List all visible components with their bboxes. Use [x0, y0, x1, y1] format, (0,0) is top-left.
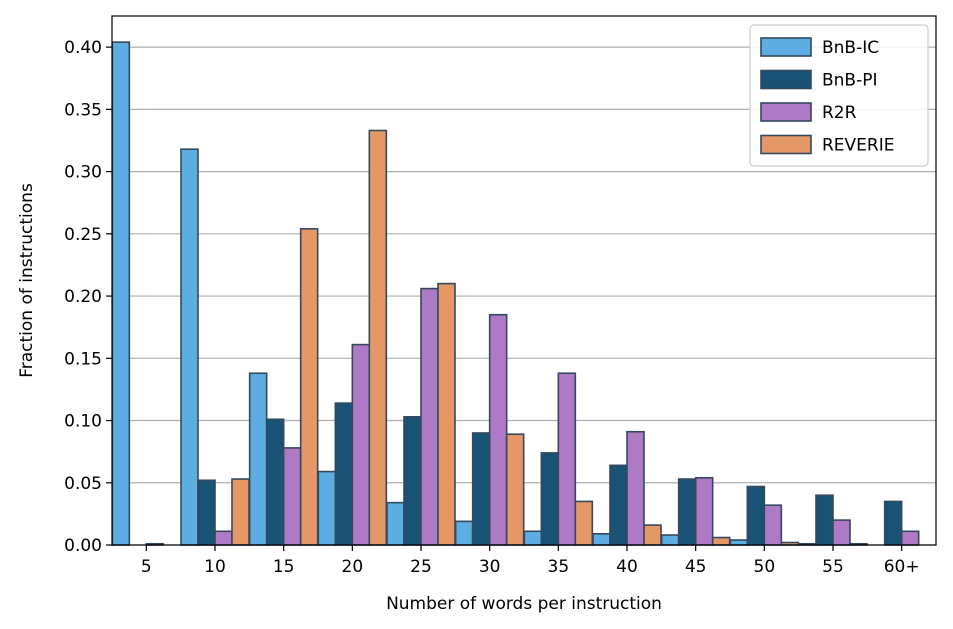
- bar-bnb-pi-55: [815, 494, 834, 546]
- x-tick-label: 55: [822, 557, 844, 577]
- bar-r2r-50: [763, 504, 783, 546]
- bar-bnb-pi-60+: [883, 500, 903, 546]
- bar-bnb-ic-5: [111, 41, 131, 546]
- x-tick-label: 45: [685, 557, 707, 577]
- legend-swatch-reverie: [760, 134, 812, 155]
- bar-bnb-pi-35: [540, 452, 560, 546]
- bar-reverie-40: [643, 524, 662, 546]
- bar-bnb-pi-30: [471, 432, 491, 546]
- bar-bnb-pi-45: [677, 478, 697, 546]
- bar-bnb-ic-45: [660, 534, 680, 546]
- legend-swatch-r2r: [760, 102, 812, 122]
- bar-r2r-15: [282, 447, 302, 546]
- plot-frame: [111, 15, 937, 546]
- bar-bnb-pi-20: [334, 402, 354, 546]
- x-tick-label: 35: [548, 557, 570, 577]
- bar-bnb-ic-30: [454, 520, 474, 546]
- bar-bnb-ic-50: [729, 539, 749, 546]
- y-tick-label: 0.30: [64, 163, 102, 183]
- bar-reverie-30: [505, 433, 525, 546]
- legend-label-bnb-pi: BnB-PI: [822, 71, 878, 91]
- legend-label-r2r: R2R: [822, 103, 857, 123]
- y-axis-label: Fraction of instructions: [17, 183, 37, 378]
- y-tick-label: 0.20: [64, 287, 102, 307]
- y-tick-label: 0.15: [64, 349, 102, 369]
- x-tick-label: 5: [141, 557, 152, 577]
- x-tick-label: 10: [204, 557, 226, 577]
- bar-bnb-ic-25: [386, 501, 405, 546]
- bar-r2r-20: [351, 343, 371, 546]
- y-tick-label: 0.05: [64, 474, 102, 494]
- bar-r2r-40: [626, 430, 645, 546]
- bar-reverie-35: [574, 500, 594, 546]
- y-tick-label: 0.10: [64, 412, 102, 432]
- legend-box: [749, 24, 929, 167]
- bar-reverie-10: [231, 478, 250, 546]
- y-tick-label: 0.40: [64, 38, 102, 58]
- bar-reverie-15: [299, 228, 319, 546]
- legend-label-reverie: REVERIE: [822, 136, 895, 156]
- bar-bnb-pi-25: [403, 415, 422, 546]
- bar-reverie-20: [368, 129, 388, 546]
- bar-bnb-pi-50: [746, 485, 766, 546]
- bar-r2r-25: [420, 287, 439, 546]
- legend: BnB-IC BnB-PI R2R REVERIE: [749, 24, 929, 167]
- bar-r2r-35: [557, 372, 577, 546]
- bar-bnb-pi-15: [265, 418, 285, 546]
- x-tick-label: 50: [754, 557, 776, 577]
- bar-r2r-30: [488, 313, 508, 546]
- x-tick-label: 40: [616, 557, 638, 577]
- bar-reverie-45: [711, 536, 731, 546]
- y-tick-label: 0.35: [64, 100, 102, 120]
- x-tick-label: 15: [273, 557, 295, 577]
- bar-bnb-ic-35: [523, 530, 543, 546]
- bar-bnb-ic-40: [592, 532, 611, 546]
- x-tick-label: 60+: [884, 557, 920, 577]
- bar-bnb-ic-10: [180, 148, 199, 546]
- y-axis: 0.00 0.05 0.10 0.15 0.20 0.25 0.30 0.35 0.40: [64, 38, 112, 556]
- y-tick-label: 0.00: [64, 536, 102, 556]
- bar-r2r-10: [214, 530, 233, 546]
- bar-bnb-pi-10: [197, 479, 216, 546]
- x-tick-label: 20: [342, 557, 364, 577]
- x-tick-label: 25: [410, 557, 432, 577]
- bar-bnb-ic-15: [248, 372, 268, 546]
- x-axis-label: Number of words per instruction: [386, 594, 662, 614]
- x-tick-label: 30: [479, 557, 501, 577]
- y-tick-label: 0.25: [64, 225, 102, 245]
- legend-swatch-bnb-ic: [760, 37, 812, 57]
- legend-label-bnb-ic: BnB-IC: [822, 38, 879, 58]
- bar-reverie-25: [437, 282, 456, 546]
- bar-bnb-ic-20: [317, 470, 337, 546]
- bar-r2r-55: [832, 519, 851, 546]
- bar-r2r-45: [694, 476, 714, 546]
- bar-r2r-60+: [900, 530, 920, 546]
- bar-bnb-pi-40: [609, 464, 628, 546]
- x-axis: 5 10 15 20 25 30 35 40 45 50 55 60+: [141, 545, 920, 577]
- legend-swatch-bnb-pi: [760, 69, 812, 90]
